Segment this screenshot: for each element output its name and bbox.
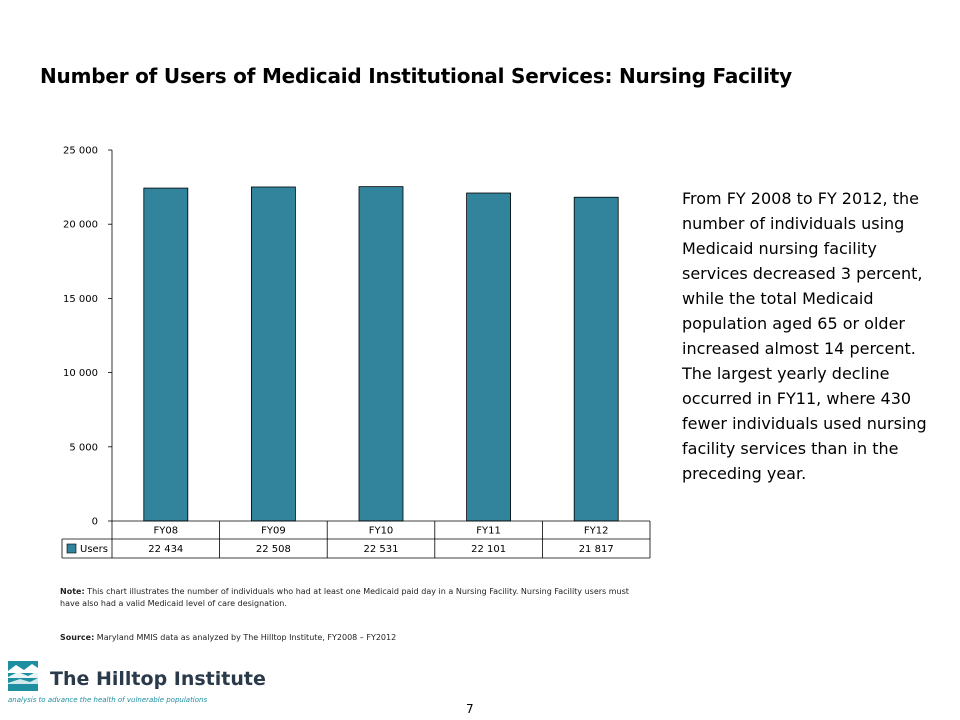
- source-text: Maryland MMIS data as analyzed by The Hi…: [94, 633, 397, 642]
- x-tick-label: FY12: [584, 526, 609, 537]
- x-tick-label: FY11: [476, 526, 501, 537]
- data-label: 22 531: [364, 544, 399, 555]
- page-number: 7: [466, 702, 474, 716]
- chart-source: Source: Maryland MMIS data as analyzed b…: [60, 633, 396, 642]
- bar-FY09: [250, 186, 296, 522]
- x-tick-label: FY10: [369, 526, 394, 537]
- bar-FY11: [466, 192, 512, 522]
- legend-label: Users: [80, 544, 108, 555]
- data-label: 21 817: [579, 544, 614, 555]
- bar-FY08: [143, 187, 189, 522]
- y-tick-label: 20 000: [63, 220, 98, 231]
- bar-FY10: [358, 186, 404, 522]
- data-label: 22 101: [471, 544, 506, 555]
- page-title: Number of Users of Medicaid Institutiona…: [40, 64, 792, 88]
- data-label: 22 508: [256, 544, 291, 555]
- y-tick-label: 5 000: [69, 442, 98, 453]
- summary-text: From FY 2008 to FY 2012, the number of i…: [682, 189, 927, 483]
- hilltop-logo-icon: [8, 661, 38, 691]
- y-tick-label: 0: [92, 517, 98, 528]
- y-tick-label: 15 000: [63, 294, 98, 305]
- hilltop-logo: The Hilltop Institute analysis to advanc…: [8, 661, 266, 707]
- data-label: 22 434: [148, 544, 183, 555]
- note-label: Note:: [60, 587, 85, 596]
- logo-tagline: analysis to advance the health of vulner…: [8, 696, 208, 704]
- y-tick-label: 10 000: [63, 368, 98, 379]
- chart-note: Note: This chart illustrates the number …: [60, 586, 650, 610]
- bar-FY12: [573, 196, 619, 522]
- logo-name: The Hilltop Institute: [50, 668, 266, 690]
- note-text: This chart illustrates the number of ind…: [60, 587, 629, 608]
- y-tick-label: 25 000: [63, 146, 98, 157]
- x-tick-label: FY09: [261, 526, 286, 537]
- source-label: Source:: [60, 633, 95, 642]
- legend-swatch: [66, 543, 77, 554]
- x-tick-label: FY08: [154, 526, 179, 537]
